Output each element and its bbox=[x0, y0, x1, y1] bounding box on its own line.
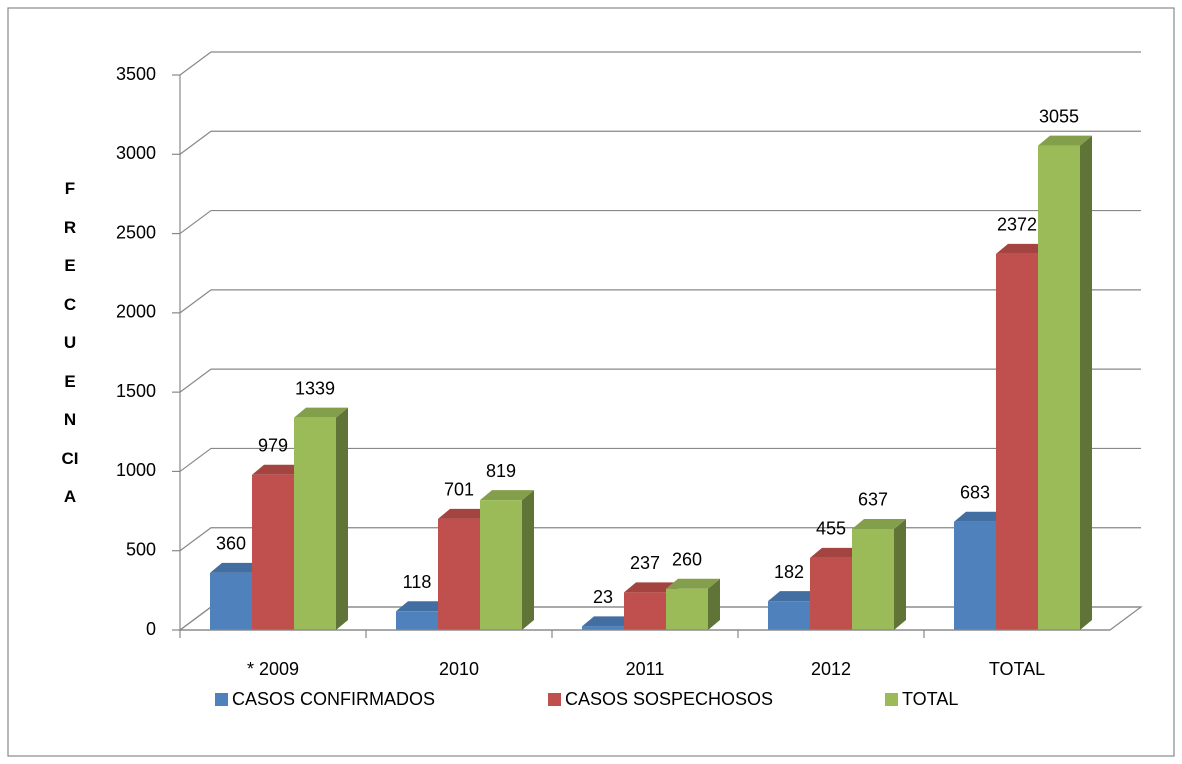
y-tick-label: 1000 bbox=[116, 460, 156, 480]
bar-top bbox=[852, 518, 906, 529]
bar-top bbox=[396, 601, 450, 612]
grid-line bbox=[179, 130, 1141, 155]
bar bbox=[252, 474, 294, 630]
bar-top bbox=[810, 547, 864, 558]
data-label: 701 bbox=[444, 480, 474, 500]
grid-line bbox=[179, 209, 1141, 235]
data-label: 182 bbox=[774, 562, 804, 582]
legend-label: CASOS SOSPECHOSOS bbox=[565, 689, 773, 709]
y-tick-label: 2000 bbox=[116, 302, 156, 322]
data-label: 979 bbox=[258, 436, 288, 456]
legend-swatch bbox=[215, 693, 228, 706]
bar-side bbox=[336, 407, 348, 630]
data-label: 683 bbox=[960, 482, 990, 502]
bar-top bbox=[996, 243, 1050, 254]
bar-side bbox=[708, 578, 720, 630]
chart-frame bbox=[7, 7, 1175, 757]
data-label: 819 bbox=[486, 461, 516, 481]
bar-top bbox=[210, 562, 264, 573]
bar-top bbox=[624, 582, 678, 593]
grid-line bbox=[179, 368, 1141, 393]
x-tick-label: 2012 bbox=[811, 659, 851, 679]
data-label: 118 bbox=[403, 572, 432, 592]
data-label: 455 bbox=[816, 519, 846, 539]
bar bbox=[624, 592, 666, 630]
legend-label: TOTAL bbox=[902, 689, 958, 709]
bar-top bbox=[582, 616, 636, 627]
bar bbox=[396, 611, 438, 630]
bar-side bbox=[1080, 135, 1092, 631]
bar bbox=[996, 253, 1038, 630]
y-tick-label: 3500 bbox=[116, 64, 156, 84]
bar-top bbox=[666, 578, 720, 589]
data-label: 637 bbox=[858, 490, 888, 510]
bar-top bbox=[480, 490, 534, 501]
data-label: 237 bbox=[630, 553, 660, 573]
grid-line bbox=[179, 289, 1141, 314]
data-label: 23 bbox=[593, 587, 613, 607]
y-tick-label: 3000 bbox=[116, 143, 156, 163]
data-label: 3055 bbox=[1039, 106, 1079, 126]
legend-label: CASOS CONFIRMADOS bbox=[232, 689, 435, 709]
y-axis-label: FRECUENCIA bbox=[61, 179, 79, 506]
bar-top bbox=[768, 591, 822, 602]
bar bbox=[954, 521, 996, 630]
bar bbox=[210, 572, 252, 630]
bar-top bbox=[438, 508, 492, 519]
legend-swatch bbox=[548, 693, 561, 706]
bar bbox=[852, 528, 894, 630]
data-label: 2372 bbox=[997, 215, 1037, 235]
bar bbox=[666, 588, 708, 630]
grid-line bbox=[179, 527, 1141, 552]
bar bbox=[1038, 145, 1080, 631]
bar bbox=[294, 417, 336, 630]
bar-top bbox=[294, 407, 348, 418]
bar bbox=[810, 557, 852, 630]
bar bbox=[438, 518, 480, 630]
y-tick-label: 2500 bbox=[116, 222, 156, 242]
x-tick-label: * 2009 bbox=[247, 659, 299, 679]
bar bbox=[582, 626, 624, 630]
bar-side bbox=[522, 490, 534, 630]
data-label: 260 bbox=[672, 550, 702, 570]
bar bbox=[480, 500, 522, 630]
grid-line bbox=[179, 447, 1141, 472]
y-tick-label: 0 bbox=[146, 619, 156, 639]
data-label: 360 bbox=[216, 534, 246, 554]
x-tick-label: TOTAL bbox=[989, 659, 1045, 679]
x-tick-label: 2011 bbox=[626, 659, 665, 679]
grid-line bbox=[179, 51, 1141, 76]
bar-top bbox=[252, 464, 306, 475]
y-tick-label: 1500 bbox=[116, 381, 156, 401]
bar-top bbox=[954, 511, 1008, 522]
x-tick-label: 2010 bbox=[439, 659, 479, 679]
data-label: 1339 bbox=[295, 378, 335, 398]
legend-swatch bbox=[885, 693, 898, 706]
bar-side bbox=[894, 518, 906, 630]
y-tick-label: 500 bbox=[126, 539, 156, 559]
bar-top bbox=[1038, 135, 1092, 146]
bar bbox=[768, 601, 810, 630]
